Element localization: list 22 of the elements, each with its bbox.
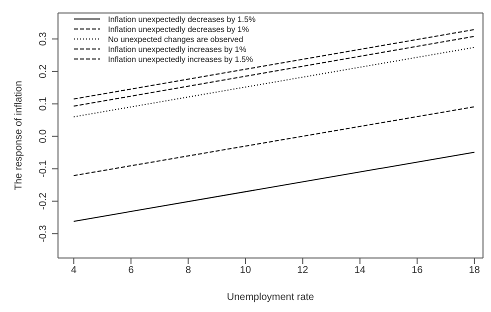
x-tick-label: 6 <box>128 265 134 276</box>
x-tick-label: 18 <box>468 265 480 276</box>
x-tick-label: 14 <box>354 265 366 276</box>
legend-label: Inflation unexpectedly decreases by 1% <box>108 24 249 34</box>
y-tick-label: 0.2 <box>38 64 49 78</box>
x-tick-label: 10 <box>240 265 252 276</box>
y-tick-label: -0.1 <box>38 160 49 178</box>
x-tick-label: 16 <box>412 265 424 276</box>
x-tick-label: 12 <box>297 265 309 276</box>
y-tick-label: 0.1 <box>38 96 49 111</box>
y-axis-title: The response of inflation <box>14 80 25 190</box>
x-axis-title: Unemployment rate <box>226 292 315 303</box>
y-tick-label: 0.0 <box>38 128 49 144</box>
y-tick-label: -0.3 <box>38 224 49 242</box>
y-tick-label: -0.2 <box>38 192 49 210</box>
legend-label: Inflation unexpectedly increases by 1% <box>108 44 246 54</box>
legend-label: Inflation unexpectedly increases by 1.5% <box>108 54 253 64</box>
y-tick-label: 0.3 <box>38 32 49 46</box>
x-tick-label: 4 <box>70 265 77 276</box>
legend-label: No unexpected changes are observed <box>108 34 244 44</box>
legend-label: Inflation unexpectedly decreases by 1.5% <box>108 14 256 24</box>
x-tick-label: 8 <box>185 265 192 276</box>
